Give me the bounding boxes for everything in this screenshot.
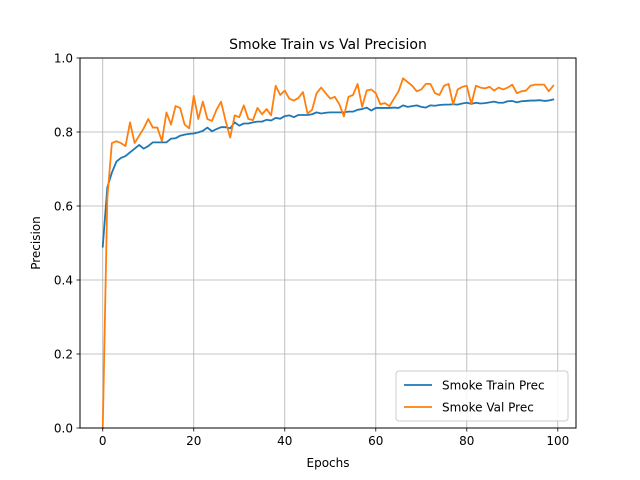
x-tick-label: 80	[459, 434, 474, 448]
x-tick-label: 100	[546, 434, 569, 448]
legend-label-val: Smoke Val Prec	[442, 401, 534, 415]
y-tick-label: 0.6	[54, 200, 73, 214]
x-axis-label: Epochs	[307, 456, 350, 470]
y-tick-label: 0.2	[54, 348, 73, 362]
x-tick-label: 60	[368, 434, 383, 448]
y-axis-label: Precision	[29, 216, 43, 270]
y-tick-label: 1.0	[54, 52, 73, 66]
legend: Smoke Train Prec Smoke Val Prec	[395, 370, 569, 422]
x-tick-label: 20	[186, 434, 201, 448]
series-line-train-prec	[101, 98, 555, 248]
series-line-val-prec	[101, 77, 555, 429]
axis-ticks: 0 20 40 60 80 100 0.0 0.2 0.4 0.6 0.8 1.0	[54, 52, 569, 449]
y-tick-label: 0.0	[54, 422, 73, 436]
legend-box	[395, 370, 569, 422]
series-layer	[101, 77, 555, 429]
y-tick-label: 0.8	[54, 126, 73, 140]
x-tick-label: 0	[99, 434, 107, 448]
chart-title: Smoke Train vs Val Precision	[229, 37, 427, 53]
plot-frame	[79, 57, 577, 429]
x-tick-label: 40	[277, 434, 292, 448]
y-tick-label: 0.4	[54, 274, 73, 288]
legend-label-train: Smoke Train Prec	[442, 379, 545, 393]
